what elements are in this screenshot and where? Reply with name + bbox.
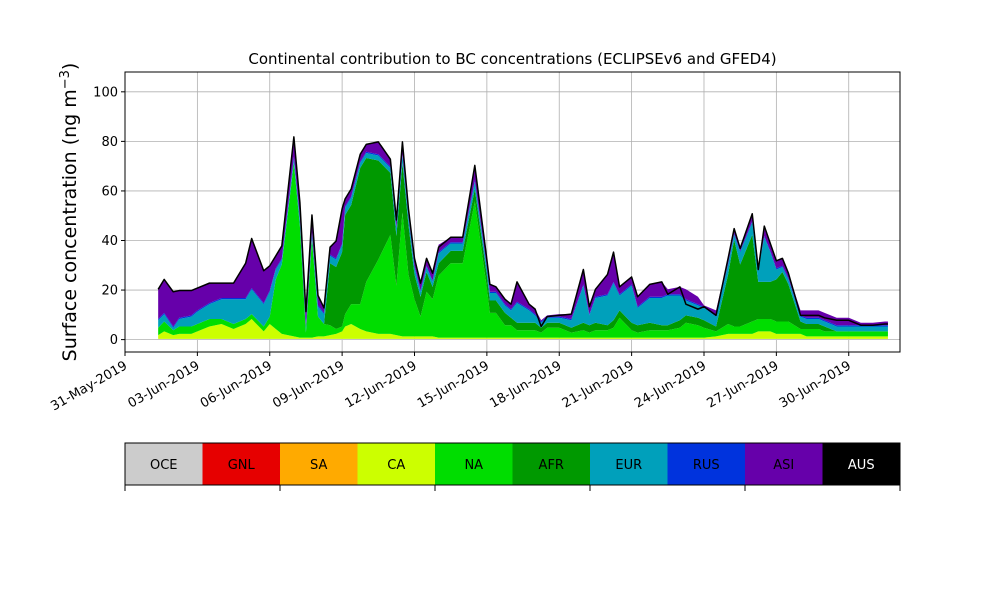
legend-swatch-ca: [357, 443, 436, 485]
total-outline-layer: [157, 136, 888, 328]
legend-label-eur: EUR: [615, 458, 642, 473]
y-axis-label-text: Surface concentration (ng m: [59, 89, 81, 361]
y-axis-label: Surface concentration (ng m−3): [58, 63, 81, 362]
y-axis-label-close: ): [59, 63, 81, 70]
legend-label-oce: OCE: [150, 458, 178, 473]
legend-label-asi: ASI: [773, 458, 794, 473]
legend-swatch-na: [435, 443, 513, 485]
legend-swatch-gnl: [202, 443, 281, 485]
legend-swatch-rus: [667, 443, 746, 485]
y-tick-label: 100: [93, 85, 118, 100]
y-axis: 0 20 40 60 80 100: [93, 85, 125, 348]
legend-swatch-aus: [822, 443, 901, 485]
total-line: [157, 136, 888, 328]
area-series-eur: [158, 153, 888, 333]
legend-colorbar: OCE GNL SA CA NA AFR EUR RUS ASI AUS: [124, 442, 901, 491]
legend-swatch-asi: [745, 443, 823, 485]
legend-swatch-sa: [280, 443, 358, 485]
legend-label-na: NA: [464, 458, 483, 473]
y-tick-label: 20: [101, 284, 118, 299]
legend-label-afr: AFR: [539, 458, 564, 473]
legend-swatch-oce: [125, 443, 203, 485]
area-series-ca: [158, 319, 888, 339]
legend-swatch-afr: [512, 443, 591, 485]
area-series-afr: [158, 157, 888, 333]
legend-label-gnl: GNL: [228, 458, 256, 473]
legend-label-ca: CA: [387, 458, 405, 473]
gridlines: [124, 72, 900, 352]
y-tick-label: 80: [101, 135, 118, 150]
legend-label-rus: RUS: [693, 458, 720, 473]
chart-title: Continental contribution to BC concentra…: [248, 50, 776, 68]
legend-frame: [124, 442, 901, 486]
y-tick-label: 60: [101, 184, 118, 199]
legend-swatch-eur: [590, 443, 668, 485]
y-axis-label-unit: −3: [58, 70, 73, 89]
plot-frame: [124, 71, 901, 353]
y-tick-label: 40: [101, 234, 118, 249]
y-tick-label: 0: [110, 333, 118, 348]
legend-label-aus: AUS: [848, 458, 875, 473]
legend-label-sa: SA: [310, 458, 327, 473]
area-series-oce: [158, 338, 888, 340]
stacked-areas: [158, 136, 888, 340]
